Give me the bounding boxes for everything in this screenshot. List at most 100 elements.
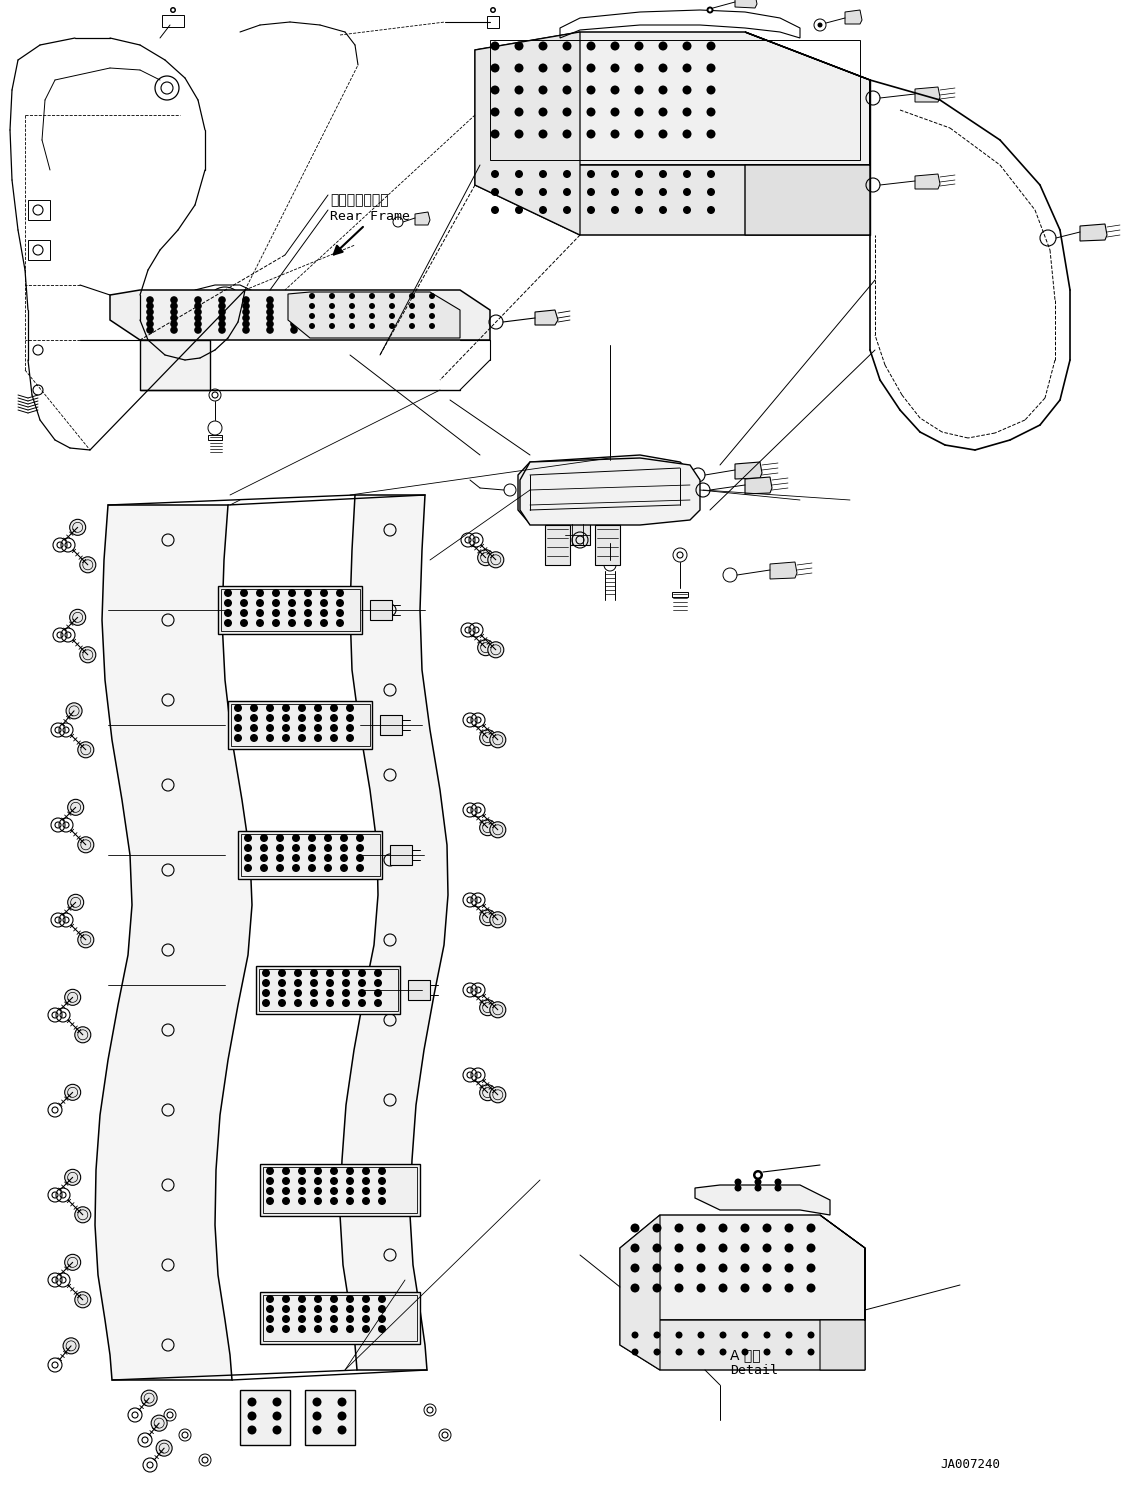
Circle shape	[411, 327, 418, 334]
Polygon shape	[260, 1164, 420, 1217]
Circle shape	[586, 107, 596, 116]
Circle shape	[266, 1176, 274, 1185]
Circle shape	[298, 1167, 306, 1175]
Circle shape	[706, 130, 715, 139]
Circle shape	[682, 42, 691, 51]
Circle shape	[610, 188, 620, 195]
Circle shape	[563, 107, 572, 116]
Circle shape	[329, 294, 335, 300]
Circle shape	[719, 1224, 728, 1233]
Circle shape	[314, 714, 322, 722]
Circle shape	[310, 999, 318, 1006]
Circle shape	[330, 1305, 338, 1314]
Bar	[672, 592, 688, 596]
Circle shape	[340, 854, 348, 862]
Circle shape	[278, 999, 286, 1006]
Circle shape	[674, 1284, 683, 1293]
Circle shape	[754, 1184, 761, 1191]
Circle shape	[631, 1331, 639, 1339]
Circle shape	[70, 519, 86, 535]
Circle shape	[78, 932, 94, 948]
Circle shape	[369, 313, 375, 319]
Circle shape	[273, 1425, 282, 1434]
Circle shape	[539, 170, 547, 177]
Circle shape	[65, 1254, 81, 1270]
Polygon shape	[915, 174, 940, 189]
Circle shape	[489, 1002, 505, 1018]
Circle shape	[276, 863, 284, 872]
Circle shape	[194, 327, 202, 334]
Circle shape	[775, 1178, 782, 1185]
Circle shape	[290, 321, 298, 328]
Circle shape	[335, 608, 343, 617]
Circle shape	[659, 170, 667, 177]
Circle shape	[658, 130, 667, 139]
Circle shape	[266, 1325, 274, 1333]
Circle shape	[358, 980, 366, 987]
Circle shape	[256, 608, 264, 617]
Circle shape	[674, 1263, 683, 1272]
Circle shape	[610, 107, 620, 116]
Circle shape	[290, 315, 298, 322]
Circle shape	[310, 980, 318, 987]
Polygon shape	[620, 1287, 865, 1370]
Circle shape	[266, 321, 274, 328]
Circle shape	[266, 1197, 274, 1205]
Circle shape	[242, 327, 250, 334]
Circle shape	[248, 1397, 257, 1406]
Circle shape	[741, 1243, 750, 1252]
Circle shape	[707, 206, 715, 215]
Circle shape	[346, 1187, 354, 1194]
Circle shape	[242, 321, 250, 328]
Circle shape	[683, 170, 691, 177]
Circle shape	[250, 725, 258, 732]
Circle shape	[753, 1170, 763, 1179]
Circle shape	[314, 297, 322, 304]
Circle shape	[276, 844, 284, 851]
Polygon shape	[218, 586, 362, 634]
Circle shape	[262, 999, 270, 1006]
Circle shape	[282, 1167, 290, 1175]
Circle shape	[260, 833, 268, 842]
Circle shape	[378, 1325, 386, 1333]
Circle shape	[775, 1184, 782, 1191]
Circle shape	[78, 743, 94, 757]
Circle shape	[785, 1331, 793, 1339]
Circle shape	[586, 64, 596, 73]
Circle shape	[389, 303, 395, 309]
Circle shape	[326, 989, 334, 997]
Text: JA007240: JA007240	[940, 1458, 1000, 1472]
Circle shape	[66, 702, 82, 719]
Circle shape	[298, 725, 306, 732]
Circle shape	[658, 85, 667, 94]
Circle shape	[338, 297, 346, 304]
Circle shape	[65, 1084, 81, 1100]
Circle shape	[654, 1331, 661, 1339]
Circle shape	[156, 1440, 172, 1457]
Circle shape	[266, 1187, 274, 1194]
Circle shape	[290, 297, 298, 304]
Circle shape	[240, 589, 248, 596]
Text: A 詳細: A 詳細	[730, 1348, 761, 1361]
Circle shape	[515, 107, 524, 116]
Circle shape	[358, 999, 366, 1006]
Circle shape	[539, 206, 547, 215]
Circle shape	[346, 1315, 354, 1323]
Circle shape	[707, 170, 715, 177]
Circle shape	[248, 1425, 257, 1434]
Circle shape	[292, 863, 300, 872]
Circle shape	[335, 599, 343, 607]
Circle shape	[563, 42, 572, 51]
Circle shape	[634, 42, 644, 51]
Circle shape	[146, 303, 154, 310]
Circle shape	[298, 734, 306, 743]
Circle shape	[358, 989, 366, 997]
Polygon shape	[1081, 224, 1107, 242]
Polygon shape	[565, 523, 590, 546]
Circle shape	[256, 599, 264, 607]
Circle shape	[358, 969, 366, 977]
Circle shape	[362, 321, 370, 328]
Polygon shape	[475, 31, 580, 236]
Circle shape	[349, 324, 355, 330]
Circle shape	[338, 315, 346, 322]
